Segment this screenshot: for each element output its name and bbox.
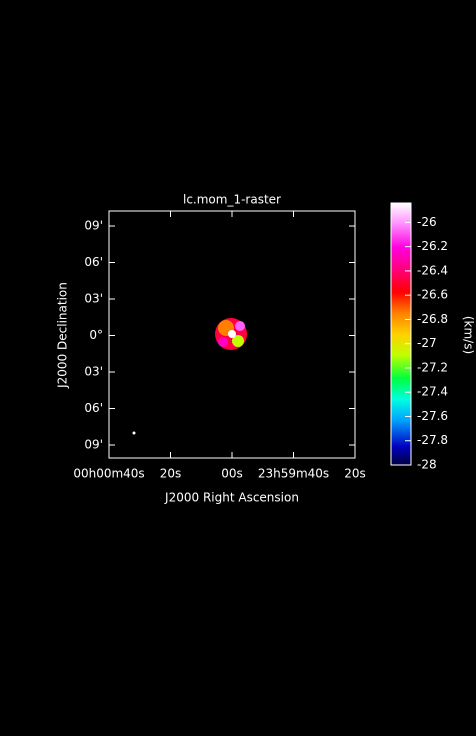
colorbar-tick-label: -27.8	[417, 433, 448, 447]
y-tick-label: 03'	[84, 365, 103, 379]
x-axis-label: J2000 Right Ascension	[164, 491, 299, 505]
y-tick-label: 06'	[84, 255, 103, 269]
x-tick-label: 00h00m40s	[73, 467, 144, 481]
beam	[132, 431, 136, 435]
colorbar	[390, 202, 412, 466]
y-tick-label: 09'	[84, 438, 103, 452]
x-tick-label: 20s	[160, 467, 182, 481]
y-tick-label: 0°	[89, 328, 103, 342]
y-axis-label: J2000 Declination	[56, 282, 70, 389]
colorbar-tick-label: -28	[417, 458, 437, 472]
colorbar-tick-label: -26.6	[417, 288, 448, 302]
colorbar-label: (km/s)	[462, 316, 476, 354]
y-tick-label: 03'	[84, 292, 103, 306]
x-tick-label: 20s	[344, 467, 366, 481]
colorbar-tick-label: -27.6	[417, 409, 448, 423]
source-blob	[215, 318, 247, 350]
colorbar-tick-label: -27.4	[417, 385, 448, 399]
x-tick-label: 00s	[221, 467, 243, 481]
colorbar-tick-label: -26.2	[417, 239, 448, 253]
y-tick-label: 09'	[84, 219, 103, 233]
x-tick-label: 23h59m40s	[258, 467, 329, 481]
chart-title: lc.mom_1-raster	[183, 193, 281, 207]
colorbar-tick-label: -27.2	[417, 360, 448, 374]
colorbar-tick-label: -27	[417, 336, 437, 350]
y-tick-label: 06'	[84, 401, 103, 415]
colorbar-tick-label: -26.8	[417, 312, 448, 326]
colorbar-tick-label: -26.4	[417, 263, 448, 277]
colorbar-tick-label: -26	[417, 215, 437, 229]
